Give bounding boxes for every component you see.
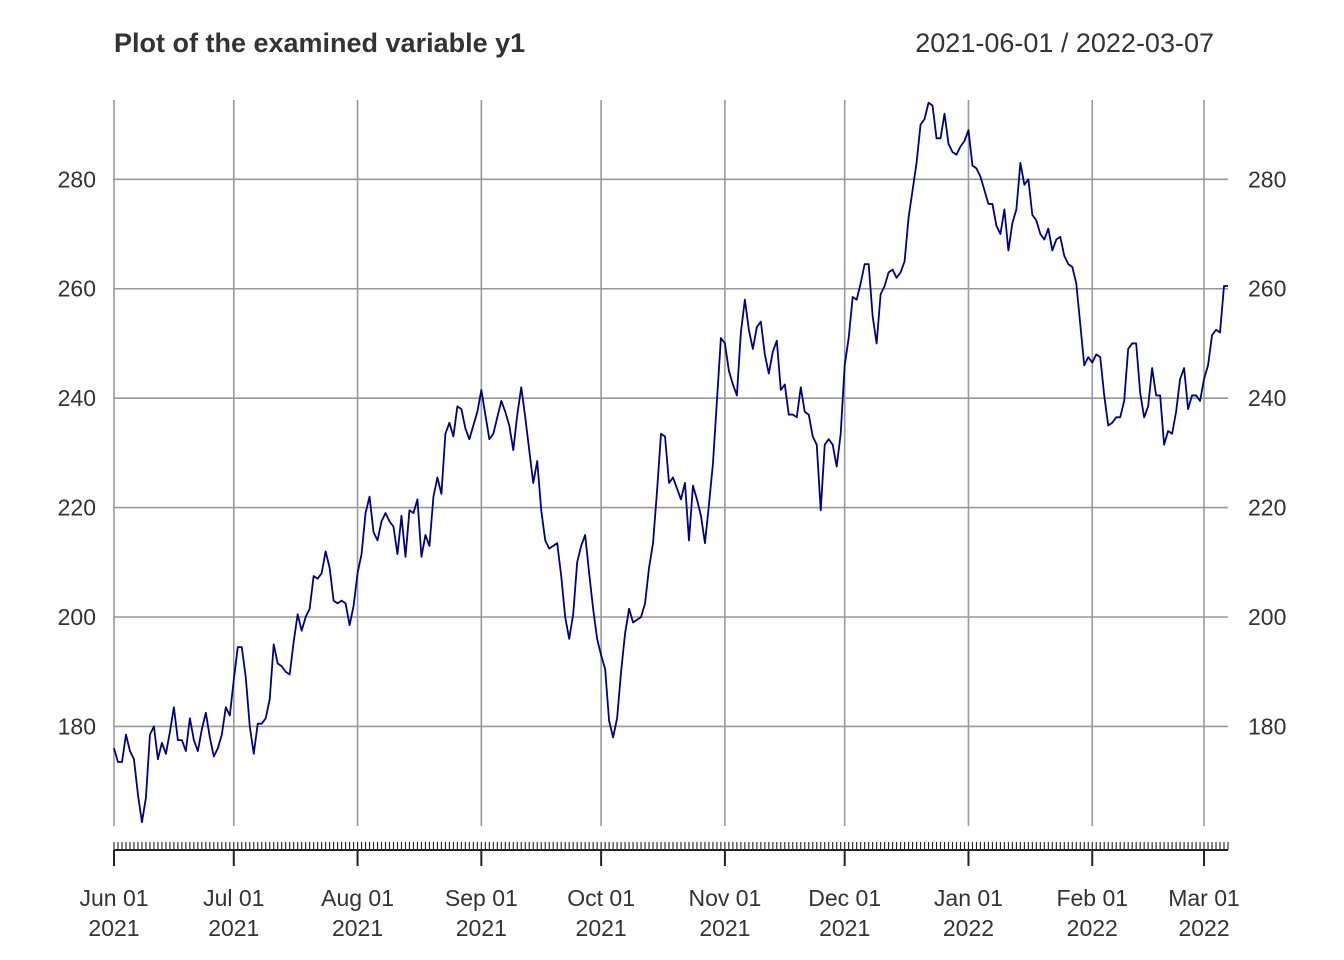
y-tick-label-left: 240 (58, 385, 96, 411)
x-tick-label: Mar 01 (1168, 885, 1240, 911)
x-tick-year-label: 2021 (576, 915, 627, 941)
x-tick-label: Feb 01 (1056, 885, 1128, 911)
x-tick-label: Jun 01 (79, 885, 148, 911)
x-tick-label: Oct 01 (567, 885, 635, 911)
x-tick-year-label: 2021 (208, 915, 259, 941)
x-minor-ticks (113, 842, 1229, 850)
x-tick-label: Nov 01 (688, 885, 761, 911)
x-tick-year-label: 2021 (819, 915, 870, 941)
x-tick-label: Dec 01 (808, 885, 881, 911)
horizontal-gridlines (114, 178, 1228, 728)
y-tick-label-left: 280 (58, 166, 96, 192)
series-layer (113, 101, 1228, 824)
y-tick-label-left: 200 (58, 604, 96, 630)
chart-title: Plot of the examined variable y1 (114, 28, 526, 58)
x-tick-year-label: 2022 (943, 915, 994, 941)
y-tick-label-right: 180 (1248, 713, 1286, 739)
y-tick-label-left: 220 (58, 495, 96, 521)
x-tick-label: Jul 01 (203, 885, 264, 911)
y-tick-label-right: 240 (1248, 385, 1286, 411)
x-tick-label: Sep 01 (445, 885, 518, 911)
x-tick-label: Jan 01 (934, 885, 1003, 911)
y-tick-label-right: 260 (1248, 276, 1286, 302)
y-tick-label-right: 200 (1248, 604, 1286, 630)
x-tick-year-label: 2021 (699, 915, 750, 941)
y-tick-label-left: 180 (58, 713, 96, 739)
x-tick-year-label: 2021 (88, 915, 139, 941)
x-tick-year-label: 2022 (1067, 915, 1118, 941)
x-axis: Jun 01 2021 Jul 01 2021 Aug 01 2021 Sep 01 2021… (79, 842, 1240, 941)
x-tick-year-label: 2021 (456, 915, 507, 941)
date-range-label: 2021-06-01 / 2022-03-07 (915, 28, 1214, 58)
series-line-y1 (113, 101, 1228, 824)
y-axis-right: 180 200 220 240 260 280 (1248, 166, 1286, 739)
y-tick-label-left: 260 (58, 276, 96, 302)
y-axis-left: 180 200 220 240 260 280 (58, 166, 96, 739)
vertical-gridlines (113, 100, 1205, 826)
y-tick-label-right: 220 (1248, 495, 1286, 521)
x-tick-year-label: 2022 (1178, 915, 1229, 941)
x-tick-label: Aug 01 (321, 885, 394, 911)
y-tick-label-right: 280 (1248, 166, 1286, 192)
x-tick-year-label: 2021 (332, 915, 383, 941)
